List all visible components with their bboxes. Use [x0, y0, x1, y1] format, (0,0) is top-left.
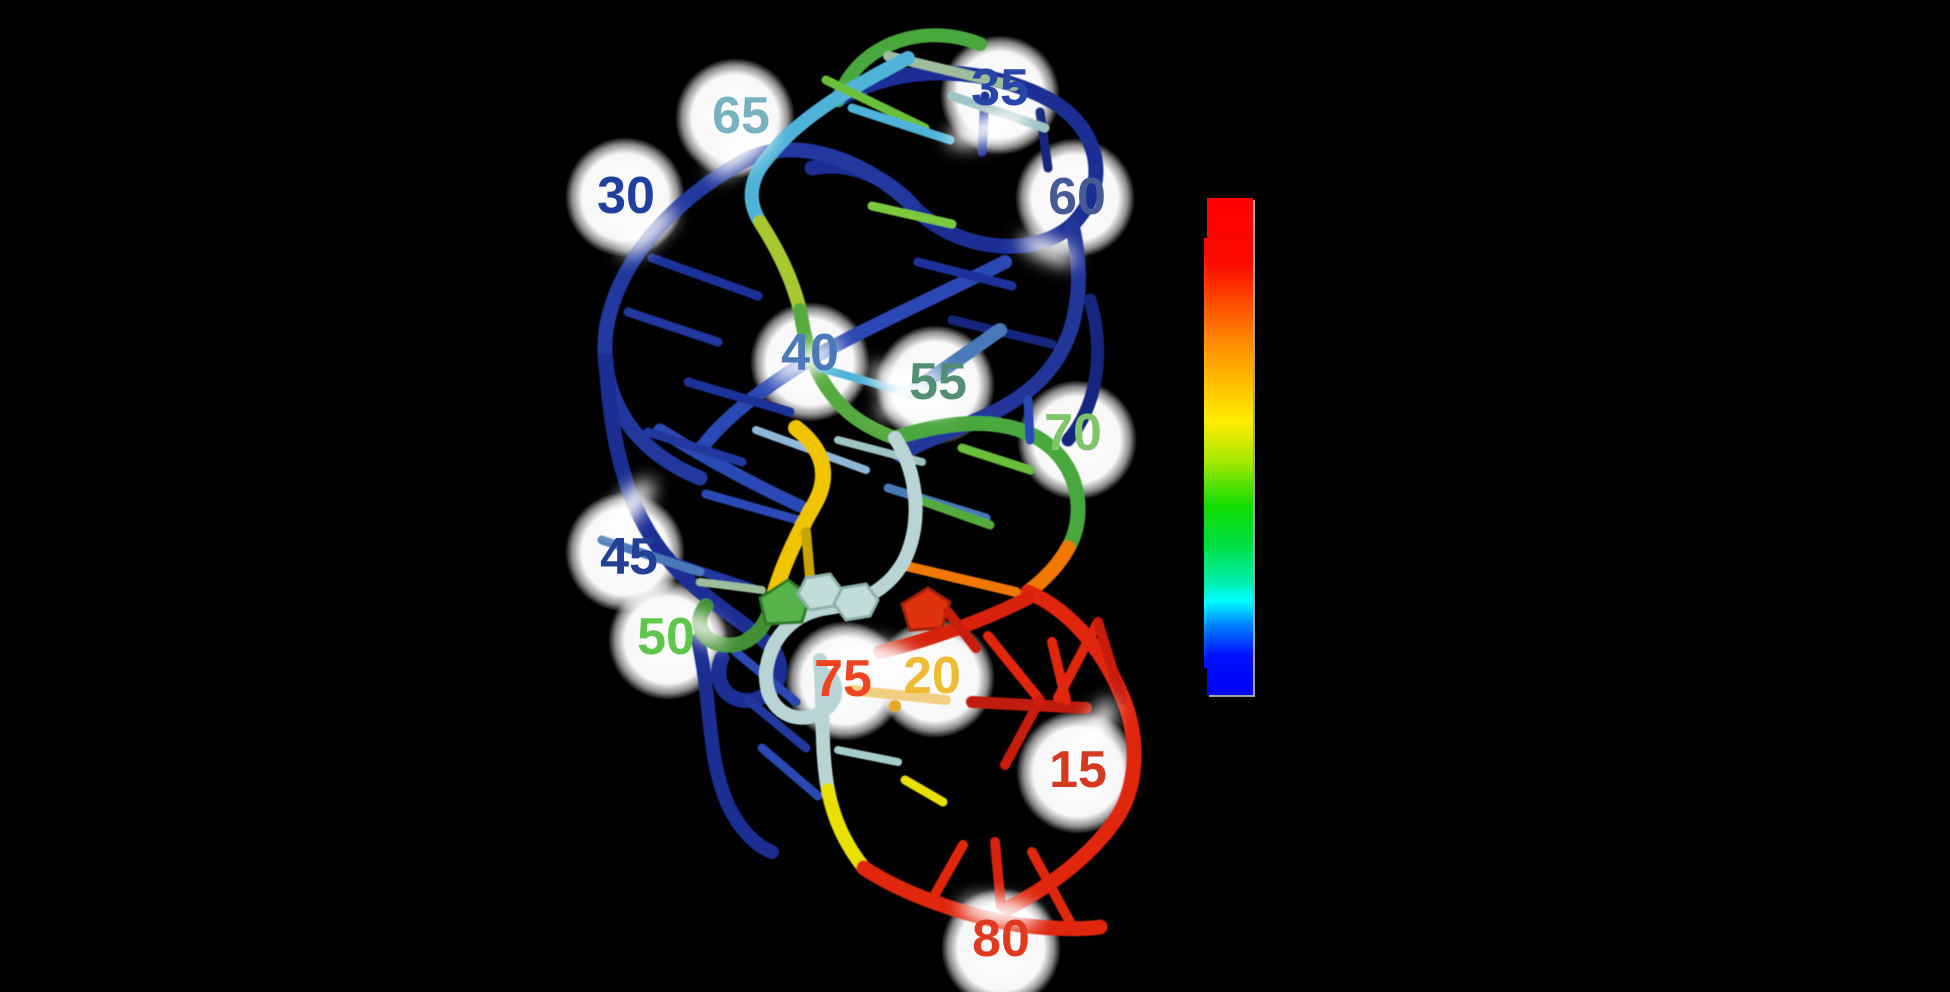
residue-label-60: 60 — [1048, 168, 1106, 226]
residue-label-15: 15 — [1049, 741, 1107, 799]
residue-label-55: 55 — [909, 353, 967, 411]
backbone-red — [845, 584, 1142, 937]
base-rings — [758, 572, 952, 712]
residue-label-65: 65 — [712, 87, 770, 145]
colorbar — [1204, 198, 1255, 697]
residue-label-70: 70 — [1044, 404, 1102, 462]
colorbar-bar — [1207, 198, 1253, 695]
label-circle — [1017, 380, 1137, 500]
residue-label-35: 35 — [971, 59, 1029, 117]
phosphate-sphere — [889, 700, 901, 712]
residue-label-75: 75 — [814, 650, 872, 708]
bloom-effects — [602, 110, 1115, 927]
red-base-ring — [900, 586, 952, 632]
residue-label-30: 30 — [597, 167, 655, 225]
residue-label-50: 50 — [637, 608, 695, 666]
residue-label-20: 20 — [903, 647, 961, 705]
colorbar-artifact-strip — [1204, 238, 1207, 668]
residue-labels: 15 20 30 35 40 45 50 55 60 65 70 75 80 — [597, 59, 1107, 968]
residue-label-80: 80 — [972, 910, 1030, 968]
backbone-green-cyan — [744, 28, 1050, 466]
residue-label-45: 45 — [600, 528, 658, 586]
residue-label-40: 40 — [781, 324, 839, 382]
label-circle — [1016, 710, 1140, 834]
backbone-green-right — [887, 395, 1086, 600]
pale-base-ring — [832, 582, 880, 622]
